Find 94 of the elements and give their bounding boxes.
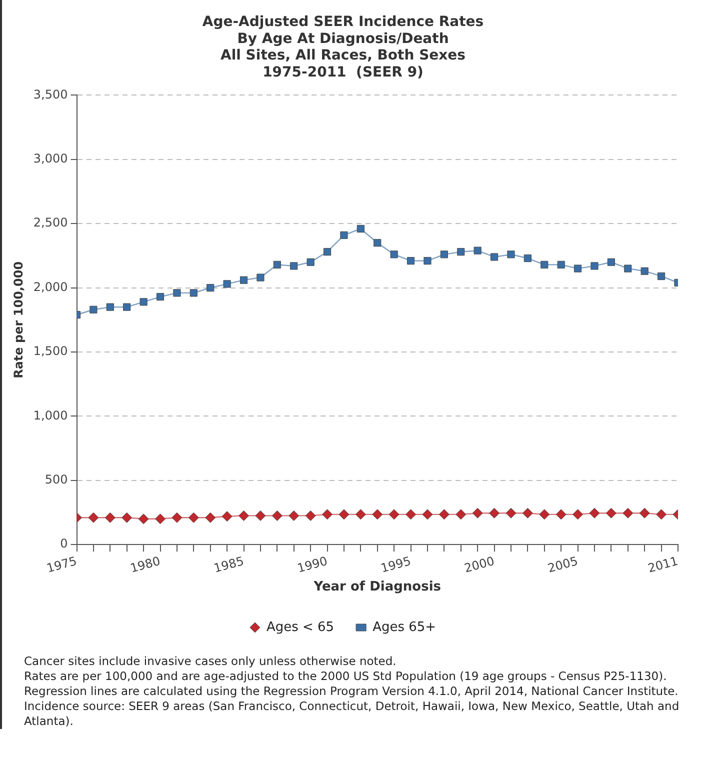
point: [138, 514, 149, 524]
point: [338, 509, 350, 520]
y-tick-label: 0: [60, 536, 68, 551]
point: [438, 509, 450, 520]
y-tick-label: 500: [44, 472, 68, 487]
point: [440, 250, 448, 258]
point: [457, 248, 465, 256]
point: [306, 258, 314, 266]
point: [140, 298, 148, 306]
point: [305, 510, 316, 521]
point: [222, 511, 232, 522]
point: [322, 509, 333, 520]
point: [589, 508, 600, 518]
text: Cancer sites include invasive cases only unless otherwise noted.: [24, 654, 398, 669]
point: [122, 512, 132, 523]
point: [104, 512, 116, 523]
point: [272, 510, 282, 521]
point: [622, 508, 634, 518]
point: [590, 262, 598, 270]
point: [607, 258, 615, 266]
x-tick-label: 1980: [128, 554, 162, 576]
point: [639, 508, 650, 518]
point: [539, 509, 550, 520]
x-tick-label: 2011: [646, 554, 680, 576]
legend-label: Ages 65+: [372, 620, 436, 635]
y-tick-label: 2,000: [33, 280, 68, 294]
point: [522, 508, 533, 518]
point: [374, 239, 382, 247]
point: [406, 257, 415, 265]
x-tick-label: 1995: [379, 554, 412, 576]
point: [155, 514, 166, 524]
point: [172, 512, 182, 523]
point: [223, 280, 231, 288]
point: [490, 253, 498, 261]
point: [356, 224, 364, 233]
point: [474, 246, 482, 254]
point: [288, 510, 300, 521]
point: [606, 508, 616, 518]
y-tick-label: 2,500: [33, 216, 68, 230]
point: [173, 289, 181, 297]
x-tick-label: 1975: [45, 554, 78, 576]
point: [658, 272, 666, 280]
point: [123, 303, 131, 311]
point: [206, 284, 214, 292]
point: [556, 509, 566, 520]
point: [323, 248, 332, 256]
point: [88, 512, 99, 523]
legend-label: Ages < 65: [266, 620, 334, 635]
x-tick-label: 1990: [296, 554, 329, 576]
x-tick-label: 2000: [462, 554, 496, 576]
point: [372, 509, 383, 520]
point: [390, 250, 398, 258]
text: Rates are per 100,000 and are age-adjusted to the 2000 US Std Population (19 age groups - Census P25-1130). Regression lines are calculated using the Regression Program Version 4.1.0, April 2014, National Cancer Institute.: [24, 669, 680, 699]
y-tick-label: 3,000: [33, 152, 68, 166]
point: [255, 510, 266, 521]
point: [90, 306, 98, 314]
point: [406, 509, 416, 520]
point: [340, 231, 348, 239]
point: [572, 509, 584, 520]
point: [205, 512, 216, 523]
x-tick-label: 1985: [212, 554, 246, 576]
point: [506, 508, 516, 518]
point: [540, 260, 548, 268]
chart-title: Age-Adjusted SEER Incidence Rates By Age At Diagnosis/Death All Sites, All Races, Both Sexes 1975-2011 (SEER 9): [202, 14, 484, 80]
point: [388, 509, 400, 520]
y-tick-label: 3,500: [33, 87, 68, 102]
point: [557, 260, 565, 268]
point: [656, 509, 667, 520]
x-axis-title: Year of Diagnosis: [312, 580, 442, 595]
point: [240, 276, 248, 284]
point: [472, 508, 483, 518]
point: [640, 267, 648, 275]
point: [190, 289, 198, 297]
point: [290, 262, 298, 270]
point: [106, 303, 114, 311]
point: [507, 250, 515, 258]
point: [624, 264, 632, 272]
point: [424, 257, 432, 265]
point: [574, 264, 582, 272]
point: [422, 509, 433, 520]
point: [256, 274, 264, 282]
y-tick-label: 1,000: [33, 408, 68, 422]
point: [156, 292, 164, 301]
point: [238, 510, 250, 521]
point: [489, 508, 500, 518]
x-tick-label: 2005: [546, 554, 580, 576]
point: [188, 512, 199, 523]
point: [273, 260, 281, 268]
text: Incidence source: SEER 9 areas (San Francisco, Connecticut, Detroit, Hawaii, Iowa, New Mexico, Seattle, Utah and Atlanta).: [24, 699, 680, 729]
y-axis-title: Rate per 100,000: [11, 261, 26, 378]
point: [456, 509, 466, 520]
point: [524, 254, 532, 262]
y-tick-label: 1,500: [33, 344, 68, 358]
point: [355, 509, 366, 520]
